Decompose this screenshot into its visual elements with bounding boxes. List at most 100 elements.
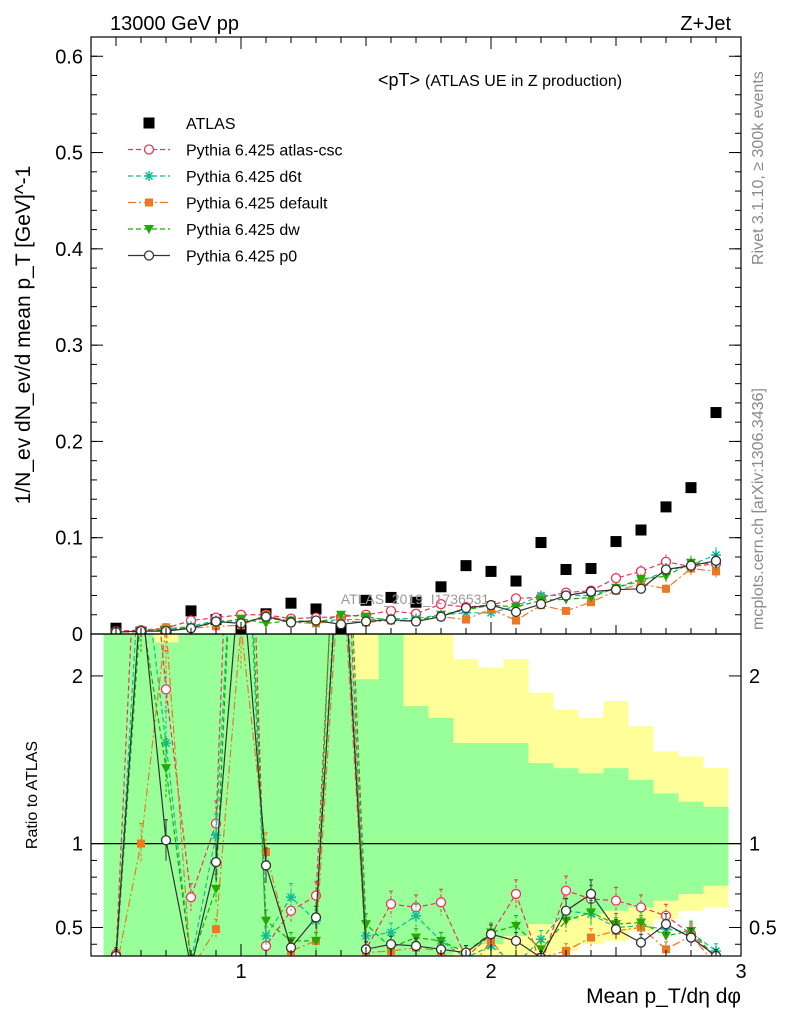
ratio-point-pythia-6-425-p0	[160, 835, 172, 846]
main-y-tick-label: 0.1	[55, 528, 83, 550]
header-energy: 13000 GeV pp	[110, 13, 239, 35]
legend-label: Pythia 6.425 atlas-csc	[186, 143, 343, 160]
main-point-pythia-6-425-p0	[710, 555, 722, 566]
main-point-pythia-6-425-p0	[285, 617, 297, 628]
legend-marker	[143, 117, 155, 129]
ratio-point-pythia-6-425-default	[212, 925, 220, 934]
main-point-atlas	[360, 594, 372, 606]
main-y-tick-label: 0.4	[55, 239, 83, 261]
main-point-pythia-6-425-p0	[260, 611, 272, 622]
axes: 0 0.1 0.2 0.3 0.4 0.5 0.6 0.5 0.5 1 1 2 2 1 2 3	[55, 36, 777, 983]
ratio-point-pythia-6-425-d6t	[236, 369, 246, 379]
ratio-point-pythia-6-425-atlas-csc	[160, 684, 172, 695]
ratio-point-pythia-6-425-d6t	[411, 910, 421, 921]
ratio-point-pythia-6-425-dw	[261, 916, 271, 926]
title-sub: (ATLAS UE in Z production)	[425, 73, 622, 90]
main-point-pythia-6-425-default	[512, 616, 520, 625]
ratio-point-pythia-6-425-default	[112, 965, 120, 973]
ratio-point-pythia-6-425-dw	[586, 908, 596, 918]
main-point-pythia-6-425-dw	[336, 610, 346, 620]
legend-marker	[143, 144, 155, 155]
ratio-point-pythia-6-425-p0	[660, 918, 672, 930]
ratio-point-pythia-6-425-p0	[510, 935, 522, 947]
ratio-point-pythia-6-425-dw	[161, 764, 171, 774]
main-point-atlas	[410, 596, 422, 608]
main-point-pythia-6-425-p0	[660, 564, 672, 575]
main-point-pythia-6-425-p0	[385, 614, 397, 625]
ratio-point-pythia-6-425-p0	[310, 912, 322, 923]
x-axis-title: Mean p_T/dη dφ	[586, 985, 741, 1008]
main-point-pythia-6-425-default	[562, 606, 570, 615]
ratio-point-pythia-6-425-d6t	[361, 930, 371, 941]
ratio-point-pythia-6-425-p0	[560, 905, 572, 916]
ratio-point-pythia-6-425-d6t	[511, 959, 521, 969]
main-point-pythia-6-425-p0	[610, 584, 622, 595]
band-stat-uncertainty	[103, 634, 729, 956]
main-point-pythia-6-425-default	[662, 584, 670, 593]
main-point-pythia-6-425-p0	[485, 599, 497, 611]
main-point-atlas	[510, 575, 522, 587]
main-point-pythia-6-425-p0	[560, 590, 572, 601]
main-point-pythia-6-425-atlas-csc	[435, 599, 447, 610]
ratio-point-pythia-6-425-dw	[136, 605, 146, 614]
ratio-point-pythia-6-425-dw	[186, 957, 196, 966]
main-y-tick-label: 0.2	[55, 431, 83, 453]
legend-label: ATLAS	[186, 116, 236, 133]
ratio-point-pythia-6-425-p0	[610, 924, 622, 935]
title-main: <pT>	[378, 70, 420, 90]
ratio-point-pythia-6-425-d6t	[536, 934, 546, 945]
ratio-point-pythia-6-425-dw	[361, 920, 371, 930]
ratio-point-pythia-6-425-default	[137, 839, 145, 848]
legend-marker	[145, 198, 153, 207]
ratio-point-pythia-6-425-atlas-csc	[210, 818, 222, 829]
x-tick-label: 2	[485, 961, 496, 983]
ratio-y-tick-label-right: 0.5	[749, 917, 777, 939]
ratio-point-pythia-6-425-d6t	[111, 959, 121, 969]
main-point-atlas	[435, 581, 447, 593]
main-point-pythia-6-425-p0	[635, 583, 647, 594]
ratio-point-pythia-6-425-p0	[210, 856, 222, 868]
main-point-atlas	[610, 536, 622, 548]
main-point-pythia-6-425-dw	[636, 575, 646, 585]
ratio-point-pythia-6-425-atlas-csc	[435, 897, 447, 908]
ratio-point-pythia-6-425-atlas-csc	[635, 902, 647, 913]
legend-label: Pythia 6.425 dw	[186, 222, 300, 239]
ratio-point-pythia-6-425-default	[337, 538, 345, 546]
header-process: Z+Jet	[680, 13, 731, 35]
ratio-point-pythia-6-425-p0	[385, 939, 397, 950]
ratio-point-pythia-6-425-p0	[337, 504, 346, 513]
main-point-pythia-6-425-p0	[360, 616, 372, 627]
ratio-point-pythia-6-425-d6t	[386, 927, 396, 938]
main-point-atlas	[560, 563, 572, 575]
main-point-pythia-6-425-p0	[685, 560, 697, 571]
ratio-point-pythia-6-425-p0	[260, 860, 272, 871]
legend-marker	[143, 250, 155, 261]
main-y-tick-label: 0.5	[55, 143, 83, 165]
ratio-point-pythia-6-425-atlas-csc	[385, 898, 397, 910]
ratio-point-pythia-6-425-d6t	[136, 537, 146, 547]
main-point-pythia-6-425-p0	[535, 599, 547, 610]
ratio-point-pythia-6-425-d6t	[186, 956, 196, 966]
main-point-pythia-6-425-p0	[210, 616, 222, 627]
ratio-point-pythia-6-425-dw	[636, 918, 646, 928]
uncertainty-bands	[103, 634, 729, 956]
ratio-point-pythia-6-425-d6t	[286, 892, 296, 903]
legend-label: Pythia 6.425 default	[186, 196, 328, 213]
ratio-point-pythia-6-425-atlas-csc	[537, 960, 546, 969]
analysis-watermark: ATLAS_2019_I1736531	[341, 591, 490, 607]
ratio-point-pythia-6-425-p0	[485, 929, 497, 940]
main-point-pythia-6-425-dw	[261, 619, 271, 629]
ratio-point-pythia-6-425-dw	[336, 353, 346, 362]
main-point-atlas	[385, 591, 397, 603]
main-point-pythia-6-425-p0	[435, 611, 447, 622]
main-panel-marks	[110, 407, 722, 634]
ratio-point-pythia-6-425-atlas-csc	[510, 888, 522, 900]
main-point-atlas	[660, 501, 672, 513]
main-point-atlas	[460, 560, 472, 572]
rivet-label: Rivet 3.1.10, ≥ 300k events	[750, 71, 767, 265]
main-point-atlas	[585, 563, 597, 575]
ratio-y-tick-label-right: 1	[749, 834, 760, 856]
ratio-point-pythia-6-425-d6t	[336, 486, 346, 496]
main-point-pythia-6-425-dw	[661, 572, 671, 582]
